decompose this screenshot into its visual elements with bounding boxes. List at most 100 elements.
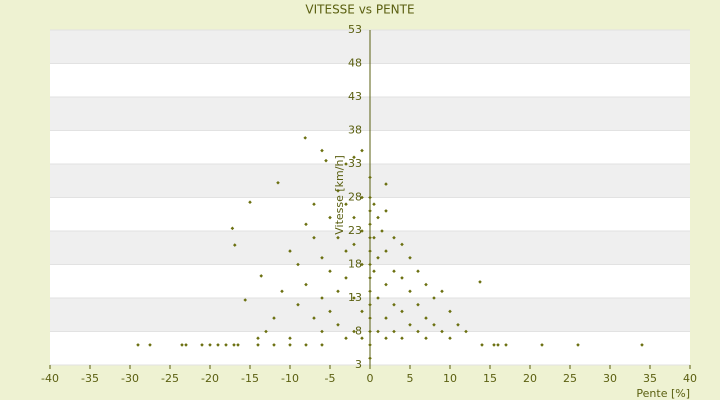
point [384,209,388,213]
x-axis-title: Pente [%] [636,387,690,400]
x-tick-label: -30 [121,372,139,385]
point [288,343,292,347]
point [400,276,404,280]
point [324,158,328,163]
point [360,262,364,267]
point [256,343,260,347]
point [296,302,300,307]
chart-title: VITESSE vs PENTE [305,3,414,17]
point [376,329,380,334]
point [384,316,388,320]
point [408,256,412,260]
point [360,229,364,233]
point [360,195,364,200]
point [368,276,372,280]
y-tick-label: 43 [348,90,362,103]
x-tick-label: 0 [367,372,374,385]
point [230,226,235,231]
point [312,316,316,320]
point [392,235,396,240]
point [136,343,140,347]
point [272,316,276,320]
point [224,343,228,347]
point [448,309,452,314]
point [372,269,376,273]
point [320,148,324,153]
point [328,215,332,220]
point [376,215,380,220]
x-tick-label: -15 [241,372,259,385]
point [232,343,236,347]
point [336,289,340,294]
point [456,323,460,327]
point [478,280,482,284]
point [384,182,388,186]
y-tick-label: 8 [355,325,362,338]
point [368,302,372,307]
point [440,329,444,334]
x-tick-label: -40 [41,372,59,385]
x-tick-label: -35 [81,372,99,385]
x-tick-label: 5 [407,372,414,385]
x-tick-label: -5 [325,372,336,385]
point [392,269,396,273]
point [336,235,340,240]
x-tick-label: 10 [443,372,457,385]
point [336,189,340,193]
point [236,343,240,347]
point [504,343,508,347]
point [288,249,292,253]
point [384,282,388,287]
point [376,296,380,300]
point [304,282,308,287]
point [424,282,428,287]
point [432,323,436,327]
y-tick-label: 18 [348,258,362,271]
point [276,180,280,185]
x-tick-label: 40 [683,372,697,385]
point [344,336,348,340]
point [368,195,372,200]
point [304,343,308,347]
point [352,329,356,334]
point [360,148,364,153]
plot-area: -40 -35 -30 -25 -20 -15 -10 -5 0 5 10 15 20 25 30 35 40 3… [41,23,697,385]
point [368,343,372,347]
point [540,343,544,347]
point [259,274,263,278]
point [440,289,444,294]
point [328,309,332,314]
point [416,269,420,273]
point [320,343,324,347]
point [320,256,324,260]
point [492,343,496,347]
point [360,336,364,340]
point [272,343,276,347]
y-tick-label: 48 [348,57,362,70]
y-tick-label: 23 [348,224,362,237]
point [408,289,412,294]
point [368,222,372,227]
point [416,302,420,307]
point [368,289,372,294]
x-tick-label: -20 [201,372,219,385]
point [184,343,188,347]
point [256,336,260,340]
point [208,343,212,347]
point [400,336,404,340]
point [296,262,300,267]
x-tick-label: 25 [563,372,577,385]
x-tick-label: 15 [483,372,497,385]
y-tick-label: 3 [355,358,362,371]
point [200,343,204,347]
point [400,242,404,247]
point [148,343,152,347]
point [264,329,268,334]
point [344,202,348,206]
point [180,343,184,347]
point [384,249,388,253]
x-tick-label: 30 [603,372,617,385]
point [408,323,412,327]
x-tick-label: 35 [643,372,657,385]
